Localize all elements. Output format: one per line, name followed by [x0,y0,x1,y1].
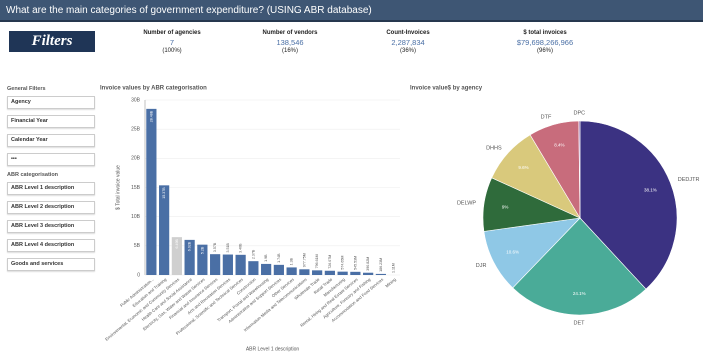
value-label: 3.51B [226,243,230,253]
filter-item[interactable]: Financial Year [7,115,95,128]
value-label: 10.6% [506,250,519,255]
y-axis-label: $ Total invoice value [115,165,121,210]
filter-item[interactable]: Goods and services [7,258,95,271]
slice-label: DTF [541,114,552,120]
pie-slice [578,120,581,219]
value-label: 3.46B [239,243,243,253]
filter-item[interactable]: ABR Level 3 description [7,220,95,233]
bar [363,272,374,275]
y-tick-label: 15B [131,185,141,191]
filter-item[interactable]: ABR Level 1 description [7,182,95,195]
value-label: 1.3B [290,257,294,265]
bar [171,237,182,275]
bar [261,263,272,275]
bar [184,239,195,275]
y-tick-label: 10B [131,214,141,220]
kpi-value: $79,698,266,966 [516,38,574,47]
bar [146,108,157,275]
value-label: 6.49B [175,239,179,249]
kpi-label: Count-Invoices [386,30,430,36]
value-label: 390.82M [366,257,370,271]
bar [248,261,259,275]
chart-title: Invoice value$ by agency [410,86,483,92]
bar [324,270,335,275]
bar [312,270,323,275]
kpi: Count-Invoices 2,287,834 (36%) [348,30,468,54]
value-label: 796.61M [315,254,319,268]
y-tick-label: 20B [131,156,141,162]
slice-label: DET [574,320,586,326]
kpi-value: 2,287,834 [391,38,425,47]
bar [375,273,386,275]
kpi: Number of vendors 138,546 (16%) [230,30,350,54]
slice-label: DPC [574,110,586,116]
slice-label: DEDJTR [678,177,700,183]
value-label: 1.9B [264,254,268,262]
bar [222,254,233,275]
bar [235,254,246,275]
value-label: 24.1% [573,291,586,296]
y-tick-label: 0 [137,272,140,278]
sidebar-section: ABR categorisation [7,172,59,178]
bar [273,264,284,275]
value-label: 1.74B [277,253,281,263]
filter-item[interactable]: ••• [7,153,95,166]
value-label: 3.57B [213,242,217,252]
bar [350,271,361,275]
kpi: Number of agencies 7 (100%) [112,30,232,54]
bar [159,185,170,275]
kpi-label: Number of vendors [262,30,318,36]
kpi: $ total invoices $79,698,266,966 (96%) [485,30,605,54]
value-label: 977.75M [302,253,306,267]
filters-button[interactable]: Filters [9,31,95,52]
value-label: 9% [502,204,509,209]
value-label: 8.4% [554,142,564,147]
kpi-label: $ total invoices [523,30,567,36]
value-label: 38.1% [644,188,657,193]
kpi-value: 138,546 [276,38,304,47]
x-tick-label: Mining [384,276,397,288]
bar [197,244,208,275]
value-label: 726.07M [328,255,332,269]
filter-item[interactable]: ABR Level 4 description [7,239,95,252]
y-tick-label: 25B [131,126,141,132]
value-label: 2.37B [251,249,255,259]
value-label: 9.6% [518,165,528,170]
value-label: 545.53M [353,256,357,270]
filter-item[interactable]: Calendar Year [7,134,95,147]
pie-slice [579,120,678,290]
value-label: 28.48B [149,110,153,122]
kpi-share: (36%) [399,48,416,54]
pie-slice [512,217,647,316]
slice-label: DHHS [486,146,502,152]
sidebar: General Filters Agency Financial Year Calen… [7,84,95,277]
value-label: 1.11M [392,263,396,273]
bar [337,271,348,275]
kpi-label: Number of agencies [143,30,201,36]
bar [286,267,297,275]
bar [299,269,310,275]
slice-label: DJR [476,263,487,269]
value-label: 15.37B [162,187,166,199]
value-label: 186.23M [379,258,383,272]
value-label: 574.65M [341,256,345,270]
filter-item[interactable]: ABR Level 2 description [7,201,95,214]
y-tick-label: 5B [134,243,141,249]
kpi-share: (16%) [281,48,298,54]
kpi-value: 7 [169,38,175,47]
y-tick-label: 30B [131,97,141,103]
x-axis-label: ABR Level 1 description [246,346,300,352]
filter-item[interactable]: Agency [7,96,95,109]
title-bar: What are the main categories of governme… [0,0,703,22]
chart-title: Invoice values by ABR categorisation [100,86,207,92]
slice-label: DELWP [457,200,476,206]
bar [210,254,221,275]
sidebar-title: General Filters [7,86,46,92]
value-label: 6.02B [188,241,192,251]
kpi-share: (96%) [536,48,553,54]
kpi-share: (100%) [162,48,182,54]
value-label: 5.2B [200,246,204,254]
